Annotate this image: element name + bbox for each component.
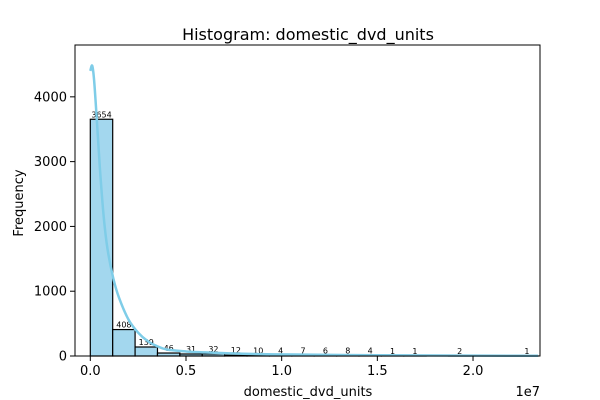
y-axis-label: Frequency — [12, 169, 27, 236]
bar-count-label: 139 — [139, 338, 154, 347]
histogram-bar — [134, 346, 159, 357]
bar-count-label: 8 — [345, 346, 350, 355]
bar-count-label: 1 — [412, 347, 417, 356]
chart-title: Histogram: domestic_dvd_units — [182, 25, 434, 45]
bar-count-label: 2 — [457, 347, 462, 356]
x-tick-label: 1.0 — [271, 364, 292, 379]
y-tick-label: 4000 — [34, 90, 67, 105]
kde-curve — [89, 64, 539, 358]
bar-count-label: 7 — [300, 347, 305, 356]
bar-count-label: 3654 — [91, 110, 111, 119]
y-tick-label: 1000 — [34, 285, 67, 300]
x-tick-label: 0.5 — [176, 364, 197, 379]
bar-count-label: 4 — [278, 347, 283, 356]
bar-count-label: 10 — [253, 346, 263, 355]
bar-count-label: 408 — [116, 321, 131, 330]
y-tick-label: 0 — [59, 350, 67, 365]
bar-count-label: 31 — [186, 345, 196, 354]
y-tick-label: 2000 — [34, 220, 67, 235]
x-tick-label: 0.0 — [80, 364, 101, 379]
x-axis-offset-label: 1e7 — [515, 385, 540, 400]
x-axis-label: domestic_dvd_units — [244, 385, 373, 400]
x-tick-label: 2.0 — [463, 364, 484, 379]
y-axis: 0 1000 2000 3000 4000 — [34, 90, 75, 365]
bar-count-label: 12 — [231, 346, 241, 355]
bar-count-label: 32 — [208, 345, 218, 354]
plot-frame — [74, 44, 541, 357]
bar-count-label: 1 — [524, 347, 529, 356]
x-axis: 0.0 0.5 1.0 1.5 2.0 — [80, 356, 483, 379]
bar-count-label: 1 — [390, 347, 395, 356]
bars-group — [89, 118, 539, 357]
bar-count-label: 6 — [323, 347, 328, 356]
bar-count-label: 4 — [368, 347, 373, 356]
histogram-bar — [112, 328, 136, 357]
histogram-bar — [89, 118, 114, 357]
x-tick-label: 1.5 — [367, 364, 388, 379]
bar-count-label: 46 — [164, 344, 174, 353]
y-tick-label: 3000 — [34, 155, 67, 170]
